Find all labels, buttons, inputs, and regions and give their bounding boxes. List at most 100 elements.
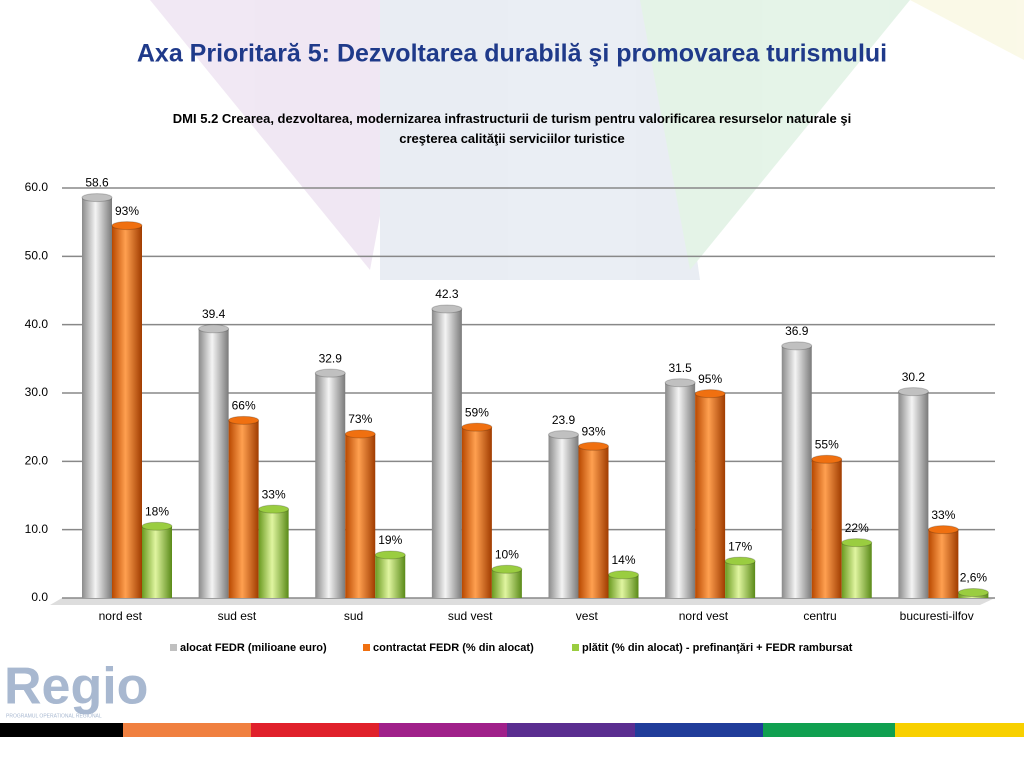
floor — [50, 598, 995, 605]
bar-cap — [431, 304, 463, 314]
bar — [725, 561, 756, 598]
bar-cap — [258, 504, 290, 514]
logo-subtitle: PROGRAMUL OPERATIONAL REGIONAL — [6, 713, 102, 719]
data-label: 93% — [581, 424, 605, 438]
data-label: 31.5 — [668, 361, 692, 375]
bar-cap — [724, 556, 756, 566]
bar — [841, 542, 872, 598]
bar-cap — [897, 387, 929, 397]
data-label: 55% — [815, 437, 839, 451]
x-tick-label: sud est — [218, 609, 257, 623]
slide-title: Axa Prioritară 5: Dezvoltarea durabilă ş… — [137, 40, 887, 68]
bar-cap — [141, 521, 173, 531]
bar-cap — [314, 368, 346, 378]
x-tick-label: vest — [576, 609, 599, 623]
bar-cap — [811, 454, 843, 464]
data-label: 42.3 — [435, 287, 459, 301]
data-label: 73% — [348, 412, 372, 426]
data-label: 2,6% — [960, 571, 988, 585]
data-label: 30.2 — [902, 370, 926, 384]
bar-cap — [491, 564, 523, 574]
legend-label: contractat FEDR (% din alocat) — [373, 642, 534, 654]
color-stripe — [0, 723, 1024, 737]
bar-cap — [344, 429, 376, 439]
bar-cap — [198, 324, 230, 334]
bar — [608, 574, 639, 598]
bar — [82, 197, 112, 599]
bar — [345, 434, 376, 598]
background-shapes — [150, 0, 1024, 280]
y-tick-label: 20.0 — [25, 454, 49, 468]
bar — [315, 373, 346, 598]
bar — [228, 420, 259, 598]
bar — [928, 529, 959, 598]
data-label: 17% — [728, 539, 752, 553]
data-label: 93% — [115, 204, 139, 218]
bar-cap — [111, 221, 143, 231]
x-tick-label: nord vest — [679, 609, 729, 623]
data-label: 10% — [495, 547, 519, 561]
bar-cap — [694, 389, 726, 399]
bar-cap — [374, 550, 406, 560]
bar-cap — [841, 538, 873, 548]
data-label: 23.9 — [552, 413, 576, 427]
x-tick-label: centru — [803, 609, 836, 623]
bar — [781, 345, 812, 598]
logo: Regio PROGRAMUL OPERATIONAL REGIONAL — [4, 658, 148, 720]
bar — [142, 526, 172, 598]
logo-text: Regio — [4, 658, 148, 716]
bar — [898, 391, 929, 598]
bar-cap — [81, 193, 113, 203]
data-label: 18% — [145, 504, 169, 518]
bar — [548, 434, 579, 598]
data-label: 14% — [611, 553, 635, 567]
bar-cap — [664, 378, 696, 388]
bar — [811, 459, 842, 598]
bar — [198, 328, 229, 598]
bar-cap — [957, 588, 989, 598]
x-tick-label: sud — [344, 609, 363, 623]
data-label: 39.4 — [202, 307, 226, 321]
bar — [112, 225, 142, 599]
legend-swatch — [572, 644, 579, 651]
bar-cap — [228, 415, 260, 425]
y-tick-label: 60.0 — [25, 180, 49, 194]
bar — [375, 554, 406, 598]
bar — [578, 446, 609, 598]
data-label: 36.9 — [785, 324, 809, 338]
bar — [461, 427, 492, 598]
data-label: 19% — [378, 533, 402, 547]
bar-cap — [781, 341, 813, 351]
legend-label: plătit (% din alocat) - prefinanţări + F… — [582, 642, 853, 654]
data-label: 33% — [931, 508, 955, 522]
y-tick-label: 50.0 — [25, 249, 49, 263]
data-label: 66% — [232, 399, 256, 413]
y-tick-label: 40.0 — [25, 317, 49, 331]
bar — [695, 393, 726, 598]
x-tick-label: sud vest — [448, 609, 493, 623]
bar-cap — [578, 441, 609, 451]
bar-cap — [461, 422, 493, 432]
legend-swatch — [170, 644, 177, 651]
legend-label: alocat FEDR (milioane euro) — [180, 642, 327, 654]
y-tick-label: 10.0 — [25, 522, 49, 536]
chart-title: DMI 5.2 Crearea, dezvoltarea, modernizar… — [173, 111, 851, 146]
data-label: 22% — [845, 521, 869, 535]
bar — [431, 308, 462, 598]
bar-cap — [548, 430, 579, 440]
bar — [665, 382, 696, 598]
bar-cap — [927, 525, 959, 535]
data-label: 59% — [465, 405, 489, 419]
y-tick-label: 30.0 — [25, 385, 49, 399]
data-label: 32.9 — [319, 351, 343, 365]
bar — [258, 509, 289, 598]
x-tick-label: bucuresti-ilfov — [900, 609, 974, 623]
data-label: 58.6 — [85, 176, 109, 190]
data-label: 95% — [698, 372, 722, 386]
legend-swatch — [363, 644, 370, 651]
x-tick-label: nord est — [99, 609, 143, 623]
bar — [491, 569, 522, 598]
bar-cap — [608, 570, 639, 580]
data-label: 33% — [262, 487, 286, 501]
